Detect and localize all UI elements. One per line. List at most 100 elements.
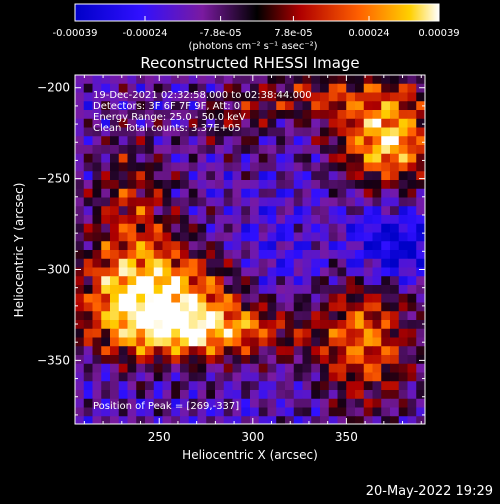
- colorbar-tick-label: -7.8e-05: [200, 28, 242, 39]
- image-pixel: [162, 363, 172, 374]
- image-pixel: [162, 258, 172, 269]
- image-pixel: [258, 136, 269, 146]
- image-pixel: [171, 363, 181, 374]
- image-pixel: [75, 276, 85, 286]
- image-pixel: [92, 127, 102, 137]
- image-pixel: [136, 162, 146, 172]
- image-pixel: [355, 320, 365, 330]
- image-pixel: [101, 83, 111, 94]
- image-pixel: [83, 101, 94, 111]
- image-pixel: [153, 118, 164, 129]
- image-pixel: [206, 372, 216, 382]
- image-pixel: [416, 145, 425, 155]
- image-pixel: [215, 302, 225, 312]
- image-pixel: [337, 355, 347, 365]
- image-pixel: [145, 162, 155, 172]
- image-pixel: [197, 337, 207, 347]
- image-pixel: [197, 355, 207, 365]
- image-pixel: [302, 250, 312, 260]
- image-pixel: [416, 118, 425, 129]
- image-pixel: [381, 285, 391, 295]
- image-pixel: [136, 250, 146, 260]
- image-pixel: [293, 346, 304, 356]
- image-pixel: [293, 223, 304, 234]
- image-pixel: [145, 171, 155, 181]
- image-pixel: [162, 293, 172, 304]
- image-pixel: [363, 136, 374, 146]
- image-pixel: [293, 188, 304, 199]
- image-pixel: [83, 153, 94, 164]
- image-pixel: [110, 127, 120, 137]
- image-pixel: [171, 398, 181, 409]
- image-pixel: [162, 241, 172, 251]
- image-pixel: [232, 145, 242, 155]
- image-pixel: [355, 258, 365, 269]
- image-pixel: [180, 293, 190, 304]
- image-pixel: [381, 118, 391, 129]
- image-pixel: [381, 328, 391, 339]
- image-pixel: [101, 241, 111, 251]
- image-pixel: [206, 110, 216, 120]
- image-pixel: [118, 416, 129, 424]
- image-pixel: [390, 407, 400, 417]
- image-pixel: [250, 346, 260, 356]
- image-pixel: [372, 127, 382, 137]
- image-pixel: [223, 258, 234, 269]
- image-pixel: [197, 171, 207, 181]
- image-pixel: [136, 153, 146, 164]
- image-pixel: [241, 302, 251, 312]
- image-pixel: [75, 223, 85, 234]
- image-pixel: [276, 390, 286, 400]
- image-pixel: [372, 258, 382, 269]
- image-pixel: [285, 250, 295, 260]
- image-pixel: [328, 258, 339, 269]
- image-pixel: [285, 363, 295, 374]
- colorbar-tick-label: 0.00039: [418, 28, 459, 39]
- image-pixel: [232, 293, 242, 304]
- image-pixel: [381, 311, 391, 321]
- image-pixel: [197, 101, 207, 111]
- image-pixel: [110, 110, 120, 120]
- image-pixel: [355, 101, 365, 111]
- image-pixel: [285, 311, 295, 321]
- image-pixel: [92, 171, 102, 181]
- image-pixel: [293, 372, 304, 382]
- image-pixel: [197, 223, 207, 234]
- image-pixel: [407, 206, 417, 216]
- image-pixel: [250, 250, 260, 260]
- image-pixel: [171, 92, 181, 102]
- image-pixel: [372, 188, 382, 199]
- image-pixel: [127, 372, 137, 382]
- image-pixel: [241, 250, 251, 260]
- image-pixel: [293, 162, 304, 172]
- image-pixel: [145, 232, 155, 242]
- image-pixel: [241, 355, 251, 365]
- image-pixel: [407, 355, 417, 365]
- image-pixel: [188, 153, 199, 164]
- image-pixel: [293, 267, 304, 277]
- image-pixel: [101, 223, 111, 234]
- image-pixel: [180, 232, 190, 242]
- image-pixel: [101, 407, 111, 417]
- image-pixel: [372, 92, 382, 102]
- image-pixel: [180, 267, 190, 277]
- image-pixel: [232, 206, 242, 216]
- image-pixel: [276, 302, 286, 312]
- image-pixel: [127, 302, 137, 312]
- image-pixel: [197, 127, 207, 137]
- image-pixel: [188, 171, 199, 181]
- image-pixel: [206, 145, 216, 155]
- image-pixel: [311, 276, 321, 286]
- image-pixel: [320, 363, 330, 374]
- image-pixel: [206, 311, 216, 321]
- image-pixel: [276, 250, 286, 260]
- image-pixel: [258, 372, 269, 382]
- image-pixel: [162, 381, 172, 391]
- image-pixel: [171, 197, 181, 207]
- image-pixel: [407, 285, 417, 295]
- image-pixel: [407, 302, 417, 312]
- image-pixel: [180, 258, 190, 269]
- image-pixel: [232, 337, 242, 347]
- peak-position-label: Position of Peak = [269,-337]: [93, 401, 239, 412]
- image-pixel: [346, 118, 356, 129]
